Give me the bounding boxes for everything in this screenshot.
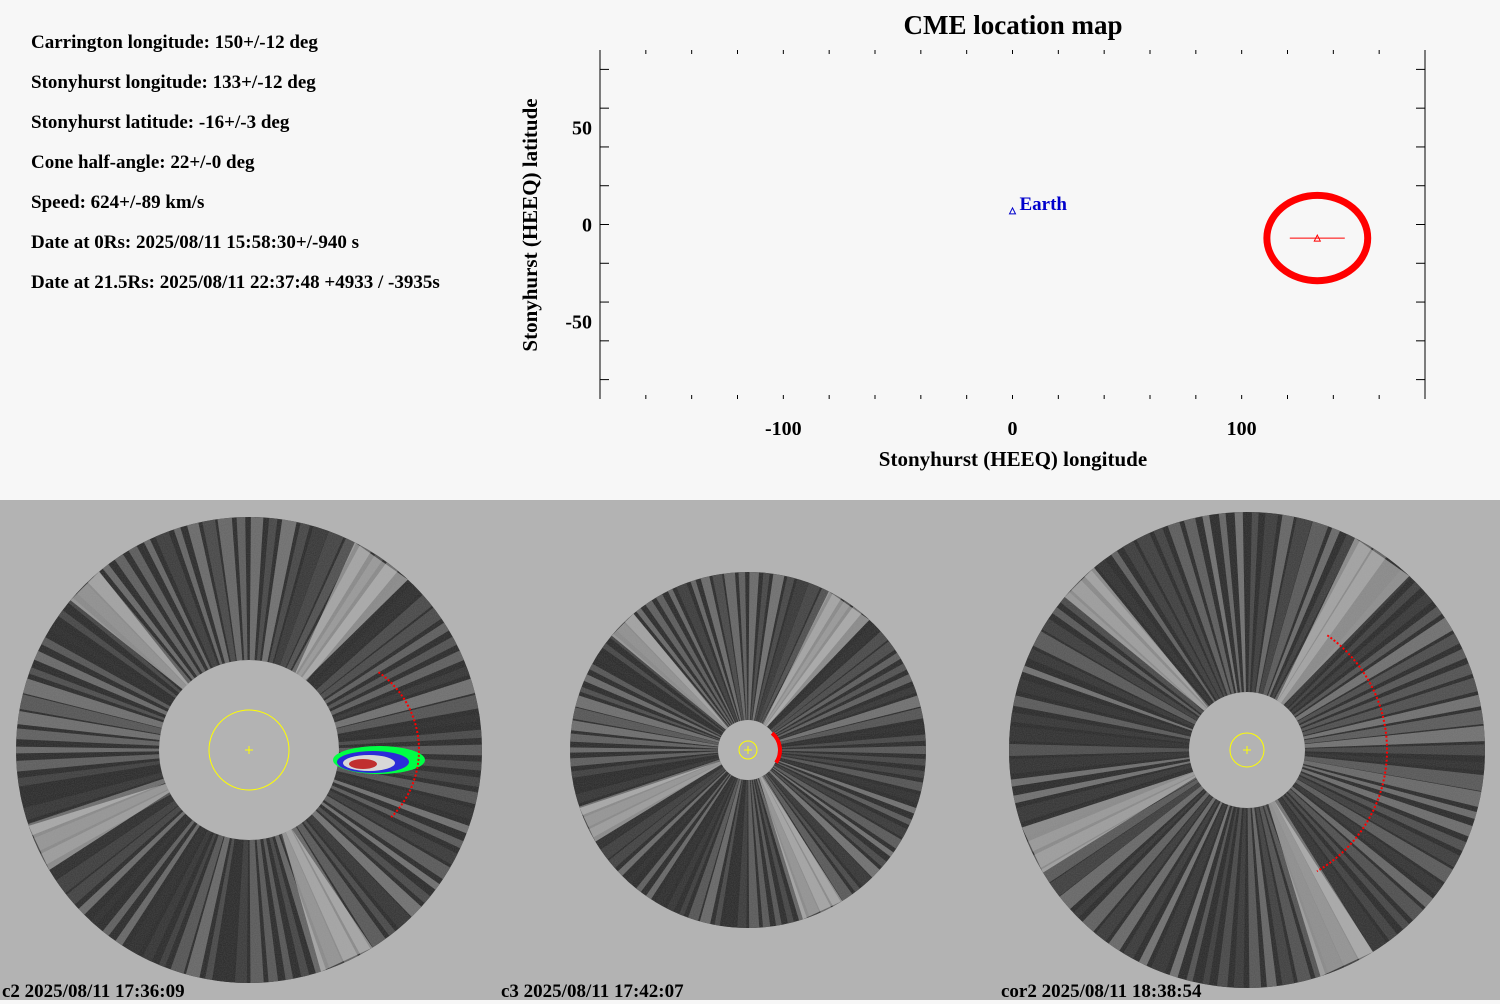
sun-limb-circle [208,709,290,791]
x-tick-label: 100 [1227,418,1257,440]
date-0rs-text: Date at 0Rs: 2025/08/11 15:58:30+/-940 s [31,232,359,253]
cme-front-arc [770,731,782,764]
cme-cone-ellipse [1263,191,1372,285]
c2-coronagraph-image [16,517,482,983]
earth-marker: Earth [1008,194,1068,215]
cone-half-angle-text: Cone half-angle: 22+/-0 deg [31,152,255,173]
x-tick-label: -100 [765,418,802,440]
sun-limb-circle [738,740,758,760]
map-marks: Earth [1008,191,1372,285]
map-y-axis-label: Stonyhurst (HEEQ) latitude [518,98,542,351]
c3-coronagraph-image [570,572,926,928]
cme-marker [1263,191,1372,285]
y-tick-label: 50 [572,118,592,140]
cor2-caption: cor2 2025/08/11 18:38:54 [1001,981,1202,1002]
cme-parameters: Carrington longitude: 150+/-12 deg Stony… [31,30,440,310]
carrington-longitude-text: Carrington longitude: 150+/-12 deg [31,32,318,53]
cme-summary-panel: Carrington longitude: 150+/-12 deg Stony… [0,0,1500,500]
c3-caption: c3 2025/08/11 17:42:07 [501,981,684,1002]
earth-triangle [1008,206,1017,215]
map-axes: -100 0 100 50 0 -50 [565,50,1426,440]
earth-label: Earth [1020,194,1068,215]
speed-text: Speed: 624+/-89 km/s [31,192,205,213]
x-tick-label: 0 [1008,418,1018,440]
y-tick-label: 0 [582,215,592,237]
date-21-5rs-text: Date at 21.5Rs: 2025/08/11 22:37:48 +493… [31,272,440,293]
stonyhurst-latitude-text: Stonyhurst latitude: -16+/-3 deg [31,112,290,133]
sun-limb-circle [1229,732,1265,768]
coronagraph-images [16,512,1485,988]
map-title: CME location map [904,10,1123,40]
cme-location-map: CME location map Stonyhurst (HEEQ) longi… [518,10,1426,471]
c2-caption: c2 2025/08/11 17:36:09 [2,981,185,1002]
stonyhurst-longitude-text: Stonyhurst longitude: 133+/-12 deg [31,72,316,93]
cme-front-arc [1316,634,1388,873]
cme-detection-blob [349,759,377,769]
coronagraph-panel: c2 2025/08/11 17:36:09 c3 2025/08/11 17:… [0,500,1500,1002]
map-x-axis-label: Stonyhurst (HEEQ) longitude [879,447,1147,471]
y-tick-label: -50 [565,311,592,333]
cor2-coronagraph-image [1009,512,1485,988]
